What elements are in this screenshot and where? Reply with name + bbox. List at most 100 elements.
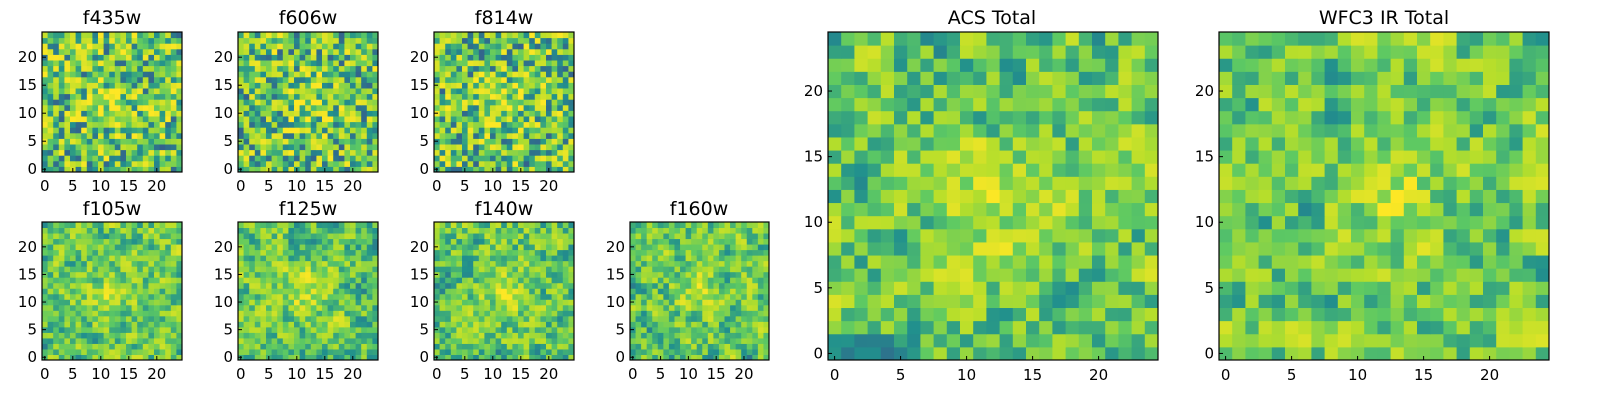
heatmap-cell	[266, 127, 273, 134]
heatmap-cell	[305, 222, 312, 229]
heatmap-cell	[288, 99, 295, 106]
heatmap-cell	[445, 222, 452, 229]
heatmap-cell	[484, 99, 491, 106]
heatmap-cell	[445, 37, 452, 44]
heatmap-cell	[763, 337, 770, 344]
heatmap-cell	[933, 281, 948, 295]
heatmap-cell	[557, 222, 564, 229]
y-tick-label: 10	[410, 293, 429, 311]
heatmap-cell	[473, 65, 480, 72]
heatmap-cell	[741, 233, 748, 240]
heatmap-cell	[501, 343, 508, 350]
heatmap-cell	[305, 160, 312, 167]
heatmap-cell	[540, 166, 547, 173]
heatmap-cell	[506, 160, 513, 167]
heatmap-cell	[707, 321, 714, 328]
heatmap-cell	[490, 43, 497, 50]
heatmap-cell	[450, 354, 457, 361]
heatmap-cell	[467, 227, 474, 234]
heatmap-cell	[478, 65, 485, 72]
heatmap-cell	[635, 255, 642, 262]
heatmap-cell	[473, 144, 480, 151]
heatmap-cell	[327, 43, 334, 50]
heatmap-cell	[546, 132, 553, 139]
heatmap-cell	[630, 222, 637, 229]
heatmap-cell	[551, 326, 558, 333]
heatmap-cell	[434, 227, 441, 234]
heatmap-cell	[64, 43, 71, 50]
heatmap-cell	[322, 288, 329, 295]
heatmap-cell	[327, 54, 334, 61]
heatmap-cell	[170, 166, 177, 173]
heatmap-cell	[718, 227, 726, 234]
heatmap-cell	[282, 48, 289, 55]
heatmap-cell	[154, 332, 161, 339]
heatmap-cell	[238, 104, 245, 111]
heatmap-cell	[131, 110, 138, 117]
heatmap-cell	[350, 337, 357, 344]
heatmap-cell	[434, 155, 441, 162]
heatmap-cell	[277, 260, 284, 267]
heatmap-cell	[148, 160, 155, 167]
heatmap-cell	[933, 150, 948, 164]
heatmap-cell	[103, 332, 110, 339]
heatmap-cell	[534, 138, 541, 145]
heatmap-cell	[478, 144, 485, 151]
heatmap-cell	[1105, 163, 1119, 177]
heatmap-cell	[518, 255, 525, 262]
heatmap-cell	[668, 310, 675, 317]
heatmap-cell	[372, 277, 379, 284]
heatmap-cell	[294, 65, 301, 72]
heatmap-cell	[562, 149, 569, 156]
heatmap-cell	[439, 110, 446, 117]
heatmap-cell	[439, 99, 446, 106]
heatmap-cell	[114, 93, 121, 100]
heatmap-cell	[282, 227, 289, 234]
heatmap-cell	[86, 93, 93, 100]
heatmap-cell	[64, 121, 71, 128]
heatmap-cell	[165, 121, 172, 128]
heatmap-cell	[512, 354, 519, 361]
heatmap-cell	[53, 238, 60, 245]
heatmap-cell	[103, 277, 110, 284]
heatmap-cell	[260, 233, 267, 240]
heatmap-cell	[551, 277, 558, 284]
heatmap-cell	[680, 249, 687, 256]
heatmap-cell	[1131, 281, 1146, 295]
heatmap-cell	[42, 60, 49, 67]
heatmap-cell	[691, 315, 698, 322]
heatmap-cell	[512, 121, 519, 128]
heatmap-cell	[310, 310, 317, 317]
heatmap-cell	[137, 354, 144, 361]
heatmap-cell	[47, 293, 54, 300]
heatmap-cell	[946, 150, 961, 164]
heatmap-cell	[473, 132, 480, 139]
heatmap-cell	[271, 343, 278, 350]
heatmap-cell	[641, 222, 648, 229]
heatmap-cell	[322, 138, 329, 145]
heatmap-cell	[249, 233, 256, 240]
heatmap-cell	[64, 310, 71, 317]
heatmap-cell	[490, 88, 497, 95]
heatmap-cell	[58, 249, 65, 256]
heatmap-cell	[176, 144, 183, 151]
heatmap-cell	[299, 60, 306, 67]
heatmap-cell	[98, 337, 105, 344]
heatmap-cell	[529, 260, 536, 267]
heatmap-cell	[249, 293, 256, 300]
heatmap-cell	[98, 88, 105, 95]
heatmap-cell	[176, 343, 183, 350]
heatmap-cell	[282, 99, 289, 106]
heatmap-cell	[663, 255, 670, 262]
heatmap-cell	[540, 348, 547, 355]
heatmap-cell	[439, 288, 446, 295]
heatmap-cell	[668, 299, 675, 306]
heatmap-cell	[1039, 294, 1053, 309]
heatmap-cell	[70, 315, 77, 322]
heatmap-cell	[540, 326, 547, 333]
heatmap-cell	[1144, 176, 1159, 190]
heatmap-cell	[120, 233, 127, 240]
heatmap-cell	[685, 238, 692, 245]
heatmap-cell	[478, 244, 485, 251]
heatmap-cell	[98, 255, 105, 262]
